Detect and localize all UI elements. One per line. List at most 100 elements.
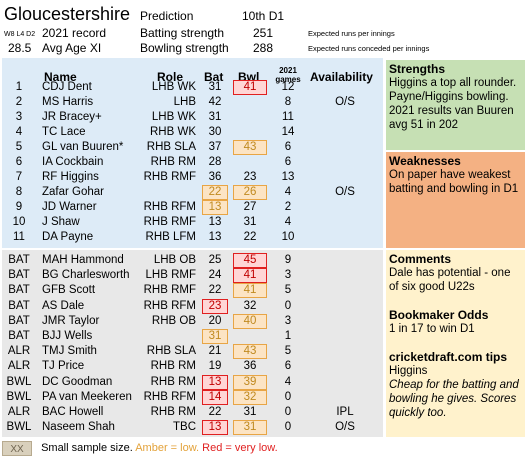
games-played: 10: [281, 231, 295, 243]
games-played: 6: [284, 360, 292, 373]
player-role: RHB RFM: [143, 390, 196, 403]
bwl-score: 31: [243, 406, 257, 418]
player-role: LHB RMF: [145, 269, 196, 282]
player-name: Naseem Shah: [42, 421, 115, 434]
bat-score: 13: [202, 374, 228, 390]
player-row: BAT BJJ Wells 31 1: [2, 329, 383, 344]
bowling-strength-label: Bowling strength: [140, 41, 229, 55]
player-role: RHB LFM: [145, 231, 196, 243]
games-played: 3: [284, 314, 292, 327]
row-key: ALR: [7, 345, 31, 358]
bat-score: 36: [208, 171, 222, 183]
batting-strength-value: 251: [253, 26, 274, 40]
availability: O/S: [335, 186, 355, 198]
games-played: 11: [282, 111, 294, 123]
bat-score: 31: [202, 329, 228, 344]
player-row: 5 GL van Buuren* RHB SLA 37 43 6: [2, 140, 383, 155]
tips-player: Higgins: [389, 365, 428, 377]
row-key: BAT: [8, 330, 30, 342]
first-xi-table: Name Role Bat Bwl 2021 games Availabilit…: [2, 58, 383, 248]
bwl-score: 39: [233, 374, 267, 390]
player-row: BAT JMR Taylor RHB OB 20 40 3: [2, 313, 383, 329]
player-row: 3 JR Bracey+ LHB WK 31 11: [2, 110, 383, 125]
games-played: 1: [284, 330, 292, 342]
bwl-score: 22: [243, 231, 257, 243]
player-role: LHB WK: [151, 81, 196, 93]
bat-score: 20: [208, 314, 222, 327]
player-name: GL van Buuren*: [42, 141, 124, 153]
bwl-score: 43: [233, 344, 267, 360]
strengths-text: Higgins a top all rounder. Payne/Higgins…: [389, 77, 517, 131]
record-label: 2021 record: [42, 26, 107, 40]
bwl-score: 45: [233, 253, 267, 268]
row-key: 8: [15, 186, 23, 198]
row-key: 10: [12, 216, 26, 228]
player-name: AS Dale: [42, 299, 85, 312]
player-name: Zafar Gohar: [42, 186, 104, 198]
player-name: CDJ Dent: [42, 81, 92, 93]
player-role: LHB: [173, 96, 196, 108]
bat-score: 19: [208, 360, 222, 373]
player-name: TC Lace: [42, 126, 86, 138]
bat-score: 14: [202, 389, 228, 405]
player-role: RHB OB: [151, 314, 196, 327]
player-name: GFB Scott: [42, 284, 96, 297]
bwl-score: 32: [243, 299, 257, 312]
availability: O/S: [335, 96, 355, 108]
avg-age-label: Avg Age XI: [42, 41, 102, 55]
bat-score: 22: [208, 406, 222, 418]
games-played: 5: [284, 284, 292, 297]
player-role: RHB RM: [150, 406, 196, 418]
player-row: 10 J Shaw RHB RMF 13 31 4: [2, 215, 383, 230]
games-played: 6: [284, 156, 292, 168]
player-row: 1 CDJ Dent LHB WK 31 41 12: [2, 80, 383, 95]
player-name: JMR Taylor: [42, 314, 100, 327]
player-name: PA van Meekeren: [42, 390, 132, 403]
bat-score: 37: [208, 141, 222, 153]
player-row: ALR BAC Howell RHB RM 22 31 0 IPL: [2, 405, 383, 420]
bat-score: 22: [202, 185, 228, 200]
player-name: BG Charlesworth: [42, 269, 130, 282]
row-key: BWL: [6, 375, 32, 388]
row-key: BAT: [8, 269, 30, 282]
player-name: BAC Howell: [42, 406, 104, 418]
tips-title: cricketdraft.com tips: [389, 350, 508, 364]
player-role: RHB WK: [150, 126, 196, 138]
player-row: BAT GFB Scott RHB RMF 22 41 5: [2, 283, 383, 299]
games-played: 0: [284, 299, 292, 312]
games-played: 4: [284, 216, 292, 228]
player-name: DC Goodman: [42, 375, 113, 388]
team-title: Gloucestershire: [4, 4, 131, 24]
row-key: BAT: [8, 254, 30, 266]
role-header: Role: [157, 70, 184, 84]
bat-score: 13: [208, 216, 222, 228]
player-row: 8 Zafar Gohar 22 26 4 O/S: [2, 185, 383, 200]
player-row: 11 DA Payne RHB LFM 13 22 10: [2, 230, 383, 245]
games-played: 14: [281, 126, 295, 138]
odds-title: Bookmaker Odds: [389, 308, 489, 322]
player-role: RHB RMF: [143, 171, 196, 183]
games-played: 4: [284, 186, 292, 198]
row-key: 3: [15, 111, 23, 123]
bwl-score: 31: [233, 420, 267, 436]
row-key: 6: [15, 156, 23, 168]
games-played: 5: [284, 345, 292, 358]
row-key: ALR: [7, 360, 31, 373]
row-key: 4: [15, 126, 23, 138]
row-key: 7: [15, 171, 23, 183]
row-key: ALR: [7, 406, 31, 418]
games-played: 4: [284, 375, 292, 388]
player-name: MAH Hammond: [42, 254, 124, 266]
player-row: 2 MS Harris LHB 42 8 O/S: [2, 95, 383, 110]
player-row: BWL PA van Meekeren RHB RFM 14 32 0: [2, 389, 383, 405]
player-row: ALR TJ Price RHB RM 19 36 6: [2, 359, 383, 374]
player-name: JD Warner: [42, 201, 97, 213]
player-row: 7 RF Higgins RHB RMF 36 23 13: [2, 170, 383, 185]
batting-strength-label: Batting strength: [140, 26, 225, 40]
availability: O/S: [335, 421, 355, 434]
odds-text: 1 in 17 to win D1: [389, 323, 475, 335]
bat-score: 28: [208, 156, 222, 168]
comments-panel: Comments Dale has potential - one of six…: [386, 250, 525, 437]
bat-score: 24: [208, 269, 222, 282]
record-small: W8 L4 D2: [4, 31, 36, 38]
